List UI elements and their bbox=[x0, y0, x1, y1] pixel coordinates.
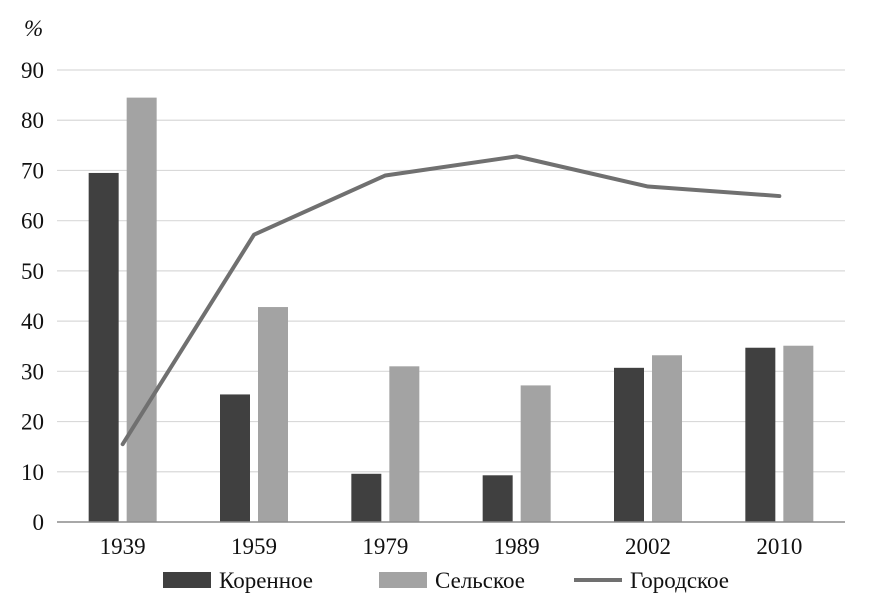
bar-коренное-1989 bbox=[482, 475, 513, 522]
y-tick-label: 10 bbox=[21, 460, 44, 485]
line-series bbox=[120, 154, 782, 447]
y-tick-label: 0 bbox=[33, 510, 45, 535]
bar-коренное-2010 bbox=[745, 347, 776, 522]
gridlines bbox=[57, 69, 845, 473]
x-axis-ticks: 1939 1959 1979 1989 2002 2010 bbox=[100, 534, 803, 559]
bar-коренное-2002 bbox=[614, 367, 644, 522]
legend-label: Сельское bbox=[435, 568, 525, 593]
y-tick-label: 30 bbox=[21, 359, 44, 384]
bar-сельское-1939 bbox=[126, 97, 157, 522]
bar-коренное-1959 bbox=[220, 394, 250, 522]
y-tick-label: 70 bbox=[21, 158, 44, 183]
x-tick-label: 1989 bbox=[494, 534, 540, 559]
y-tick-label: 60 bbox=[21, 209, 44, 234]
bar-сельское-1989 bbox=[520, 385, 551, 522]
bars bbox=[88, 97, 814, 522]
bar-сельское-2002 bbox=[652, 355, 682, 522]
y-tick-label: 90 bbox=[21, 58, 44, 83]
legend-label: Коренное bbox=[219, 568, 313, 593]
x-tick-label: 1979 bbox=[362, 534, 408, 559]
y-tick-label: 40 bbox=[21, 309, 44, 334]
legend-swatch-сельское bbox=[379, 572, 427, 588]
legend-swatch-коренное bbox=[163, 572, 211, 588]
x-tick-label: 1939 bbox=[100, 534, 146, 559]
legend: Коренное Сельское Городское bbox=[163, 568, 729, 593]
bar-сельское-1959 bbox=[258, 307, 288, 522]
y-tick-label: 50 bbox=[21, 259, 44, 284]
line-series-path bbox=[120, 154, 782, 447]
y-tick-label: 20 bbox=[21, 410, 44, 435]
x-tick-label: 1959 bbox=[231, 534, 277, 559]
legend-label: Городское bbox=[630, 568, 729, 593]
bar-сельское-1979 bbox=[389, 366, 420, 522]
y-axis-ticks: 0 10 20 30 40 50 60 70 80 90 bbox=[21, 58, 44, 535]
x-tick-label: 2010 bbox=[756, 534, 802, 559]
bar-сельское-2010 bbox=[783, 345, 814, 522]
bar-коренное-1979 bbox=[351, 473, 382, 522]
bar-коренное-1939 bbox=[88, 172, 119, 522]
y-tick-label: 80 bbox=[21, 108, 44, 133]
x-tick-label: 2002 bbox=[625, 534, 671, 559]
y-axis-unit-label: % bbox=[24, 16, 43, 41]
